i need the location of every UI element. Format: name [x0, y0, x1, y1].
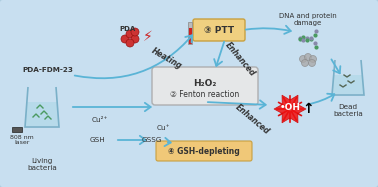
- Text: PDA-FDM-23: PDA-FDM-23: [22, 67, 73, 73]
- Text: Cu²⁺: Cu²⁺: [92, 117, 108, 123]
- Text: Cu⁺: Cu⁺: [156, 125, 170, 131]
- Circle shape: [121, 35, 129, 43]
- Polygon shape: [26, 102, 58, 126]
- FancyBboxPatch shape: [156, 141, 252, 161]
- Text: •OH: •OH: [279, 102, 301, 111]
- Text: H₂O₂: H₂O₂: [193, 79, 217, 88]
- Text: Heating: Heating: [150, 47, 184, 71]
- Circle shape: [131, 35, 139, 43]
- Text: ④ GSH-depleting: ④ GSH-depleting: [168, 146, 240, 156]
- Polygon shape: [274, 95, 306, 123]
- Text: PDA: PDA: [120, 26, 136, 32]
- Circle shape: [305, 53, 311, 61]
- Circle shape: [126, 39, 134, 47]
- Circle shape: [302, 59, 308, 67]
- FancyBboxPatch shape: [152, 67, 258, 105]
- Circle shape: [126, 30, 134, 38]
- Text: ② Fenton reaction: ② Fenton reaction: [170, 90, 240, 99]
- Text: ⚡: ⚡: [143, 30, 153, 44]
- Bar: [189, 28, 192, 44]
- Text: Dead
bacteria: Dead bacteria: [333, 103, 363, 117]
- Text: ③ PTT: ③ PTT: [204, 25, 234, 34]
- Circle shape: [131, 28, 139, 36]
- Circle shape: [310, 56, 316, 62]
- Text: Enhanced: Enhanced: [233, 102, 271, 136]
- Bar: [188, 22, 192, 44]
- Text: GSH: GSH: [89, 137, 105, 143]
- Text: ↑: ↑: [302, 102, 314, 116]
- Circle shape: [308, 59, 316, 67]
- Text: Enhanced: Enhanced: [223, 40, 257, 78]
- Text: Living
bacteria: Living bacteria: [27, 157, 57, 171]
- Text: 808 nm
laser: 808 nm laser: [10, 135, 34, 145]
- Bar: [12, 127, 22, 132]
- Text: DNA and protein
damage: DNA and protein damage: [279, 13, 337, 25]
- Text: GSSG: GSSG: [142, 137, 162, 143]
- Circle shape: [299, 56, 307, 62]
- FancyBboxPatch shape: [193, 19, 245, 41]
- Polygon shape: [333, 75, 363, 94]
